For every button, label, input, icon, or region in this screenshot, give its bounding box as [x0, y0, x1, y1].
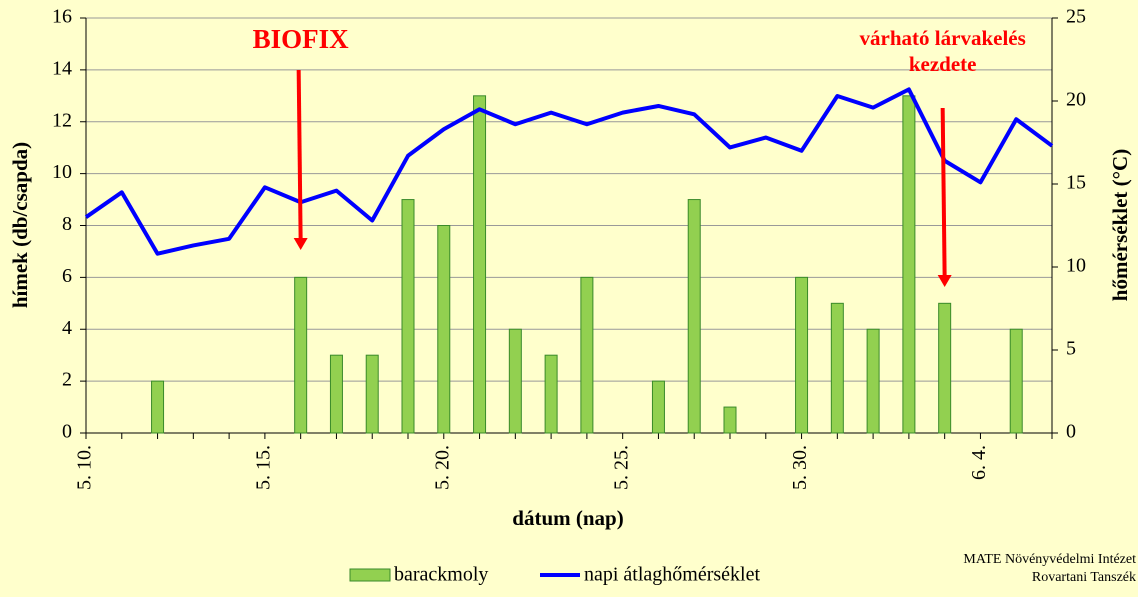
x-tick-label: 5. 25. — [610, 445, 632, 490]
bar — [651, 380, 665, 434]
bar — [902, 95, 916, 434]
y2-tick-label: 25 — [1066, 6, 1086, 28]
bar — [938, 302, 952, 434]
x-tick-label: 5. 15. — [252, 445, 274, 490]
y-tick-label: 14 — [52, 57, 72, 79]
bar — [329, 354, 343, 434]
arrow-head — [293, 238, 308, 250]
bar — [401, 199, 415, 434]
arrow — [940, 107, 947, 280]
annotation: várható lárvakelés — [860, 26, 1026, 50]
y2-tick-label: 20 — [1066, 89, 1086, 111]
x-axis-label: dátum (nap) — [512, 506, 623, 530]
legend-label: barackmoly — [394, 564, 488, 586]
bar — [1009, 328, 1023, 434]
x-tick-label: 5. 30. — [789, 445, 811, 490]
source: Rovartani Tanszék — [1032, 570, 1136, 585]
y-tick-label: 0 — [62, 421, 72, 443]
bar — [294, 276, 308, 434]
y-axis-label: hímek (db/csapda) — [8, 142, 32, 308]
y2-axis-label: hőmérséklet (°C) — [1108, 149, 1132, 301]
annotation: kezdete — [909, 52, 977, 76]
bar — [580, 276, 594, 434]
y2-tick-label: 5 — [1066, 338, 1076, 360]
bar — [795, 276, 809, 434]
line — [84, 87, 1054, 256]
x-tick-label: 6. 4. — [968, 445, 990, 480]
source: MATE Növényvédelmi Intézet — [963, 552, 1136, 567]
y2-tick-label: 10 — [1066, 255, 1086, 277]
bar — [723, 406, 737, 434]
y-tick-label: 12 — [52, 109, 72, 131]
x-tick-label: 5. 20. — [431, 445, 453, 490]
y2-tick-label: 15 — [1066, 172, 1086, 194]
bar — [473, 95, 487, 434]
bar — [830, 302, 844, 434]
bar — [151, 380, 165, 434]
bar — [687, 199, 701, 434]
bar — [437, 225, 451, 434]
bar — [508, 328, 522, 434]
y-tick-label: 16 — [52, 6, 72, 28]
y-tick-label: 8 — [62, 213, 72, 235]
bar — [544, 354, 558, 434]
arrow — [296, 69, 303, 243]
bar — [365, 354, 379, 434]
annotation: BIOFIX — [253, 24, 350, 54]
legend-label: napi átlaghőmérséklet — [584, 564, 760, 586]
y2-tick-label: 0 — [1066, 421, 1076, 443]
legend-swatch — [349, 568, 391, 582]
y-tick-label: 10 — [52, 161, 72, 183]
bar — [866, 328, 880, 434]
arrow-head — [937, 275, 952, 287]
y-tick-label: 2 — [62, 369, 72, 391]
x-tick-label: 5. 10. — [74, 445, 96, 490]
y-tick-label: 4 — [62, 317, 72, 339]
y-tick-label: 6 — [62, 265, 72, 287]
